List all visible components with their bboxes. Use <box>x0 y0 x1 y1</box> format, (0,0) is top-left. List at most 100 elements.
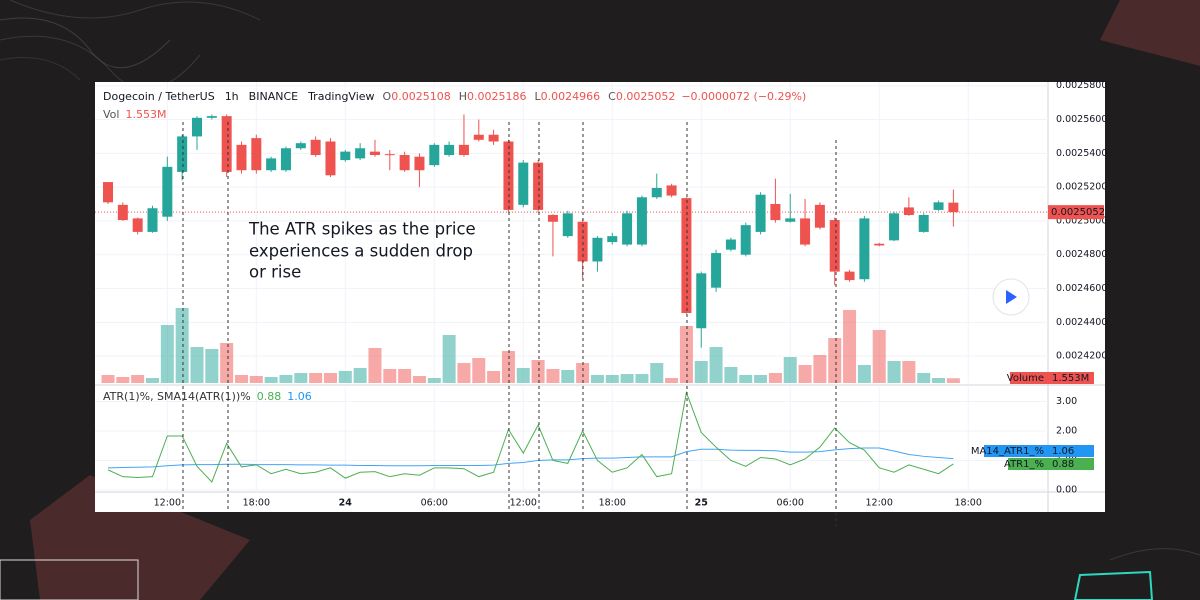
candle-body <box>355 148 366 159</box>
chart-header: Dogecoin / TetherUS 1h BINANCE TradingView O… <box>103 90 806 103</box>
label-name: Volume <box>1007 373 1044 384</box>
volume-bar <box>843 310 857 383</box>
volume-bar <box>709 347 723 383</box>
volume-bar <box>724 367 738 383</box>
candle-body <box>221 116 232 172</box>
atr-line <box>107 390 954 483</box>
volume-bar <box>309 373 323 383</box>
candle-body <box>681 198 692 314</box>
candle-body <box>117 204 128 221</box>
candle-body <box>177 136 188 172</box>
volume-bar <box>768 373 782 383</box>
candle-body <box>191 117 202 137</box>
volume-bar <box>857 365 871 383</box>
exchange: BINANCE <box>249 90 298 103</box>
label-value: 1.06 <box>1052 446 1074 457</box>
ind-atr: 0.88 <box>257 390 282 403</box>
candle-body <box>918 215 929 232</box>
volume-bar <box>516 368 530 383</box>
volume-bars <box>101 308 960 383</box>
volume-bar <box>457 363 471 383</box>
y-tick-label: 0.0024400 <box>1056 317 1107 328</box>
change: −0.0000072 (−0.29%) <box>681 90 806 103</box>
volume-bar <box>398 369 412 383</box>
ohlc-legend: O0.0025108 H0.0025186 L0.0024966 C0.0025052 <box>383 90 676 103</box>
volume-bar <box>590 375 604 383</box>
candle-body <box>295 143 306 149</box>
play-button[interactable] <box>992 278 1030 316</box>
ohlc-key: O <box>383 90 392 103</box>
symbol: Dogecoin / TetherUS <box>103 90 215 103</box>
candle-body <box>814 204 825 228</box>
volume-bar <box>368 348 382 383</box>
volume-bar <box>264 377 278 383</box>
candle-body <box>666 185 677 196</box>
indicator-legend: ATR(1)%, SMA14(ATR(1))% 0.88 1.06 <box>103 390 312 403</box>
x-tick-label: 12:00 <box>510 498 537 509</box>
atr-tick-label: 0.00 <box>1056 484 1077 495</box>
volume-bar <box>798 365 812 383</box>
candle-body <box>859 218 870 280</box>
candle-body <box>948 202 959 213</box>
label-box <box>984 445 1048 457</box>
volume-bar <box>338 371 352 383</box>
volume-bar <box>353 368 367 383</box>
volume-bar <box>442 335 456 383</box>
volume-bar <box>101 375 115 383</box>
volume-bar <box>160 325 174 383</box>
candle-body <box>399 155 410 171</box>
candle-body <box>770 204 781 221</box>
x-tick-label: 18:00 <box>599 498 626 509</box>
candle-body <box>444 144 455 156</box>
atr-tick-label: 2.00 <box>1056 425 1077 436</box>
label-box <box>1048 372 1094 384</box>
candle-body <box>562 213 573 237</box>
candle-body <box>711 253 722 288</box>
last-price-label: 0.0025052 <box>1051 207 1105 218</box>
volume-bar <box>205 349 219 383</box>
volume-bar <box>872 330 886 383</box>
volume-bar <box>131 375 145 383</box>
label-box <box>1048 445 1094 457</box>
candle-body <box>577 221 588 262</box>
indicator <box>107 390 954 483</box>
candle-body <box>740 225 751 255</box>
vol-label: Vol <box>103 108 119 121</box>
volume-bar <box>427 378 441 383</box>
volume-bar <box>813 355 827 383</box>
volume-bar <box>220 343 234 383</box>
chart-panel <box>95 82 1105 512</box>
volume-legend: Vol 1.553M <box>103 108 166 121</box>
candle-body <box>800 218 811 245</box>
volume-bar <box>946 378 960 383</box>
y-tick-label: 0.0025200 <box>1056 182 1107 193</box>
x-tick-label: 12:00 <box>866 498 893 509</box>
candle-body <box>429 144 440 166</box>
volume-bar <box>190 347 204 383</box>
volume-bar <box>828 338 842 383</box>
volume-bar <box>754 375 768 383</box>
volume-bar <box>635 374 649 383</box>
ohlc-value: 0.0024966 <box>541 90 601 103</box>
candle-body <box>533 162 544 210</box>
volume-bar <box>146 378 160 383</box>
candle-body <box>874 243 885 246</box>
atr-tick-label: 3.00 <box>1056 396 1077 407</box>
candle-body <box>725 239 736 250</box>
sma-line <box>107 447 954 469</box>
y-tick-label: 0.0025000 <box>1056 215 1107 226</box>
candle-body <box>518 162 529 205</box>
volume-bar <box>665 378 679 383</box>
candle-body <box>325 141 336 176</box>
x-tick-label: 06:00 <box>777 498 804 509</box>
label-name: ATR1_% <box>1004 459 1044 470</box>
label-box <box>1048 458 1094 470</box>
volume-bar <box>234 375 248 383</box>
candle-body <box>755 194 766 232</box>
ohlc-key: H <box>459 90 467 103</box>
volume-bar <box>576 363 590 383</box>
candle-body <box>458 144 469 156</box>
candle-body <box>844 271 855 281</box>
volume-bar <box>412 376 426 383</box>
y-tick-label: 0.0025600 <box>1056 114 1107 125</box>
